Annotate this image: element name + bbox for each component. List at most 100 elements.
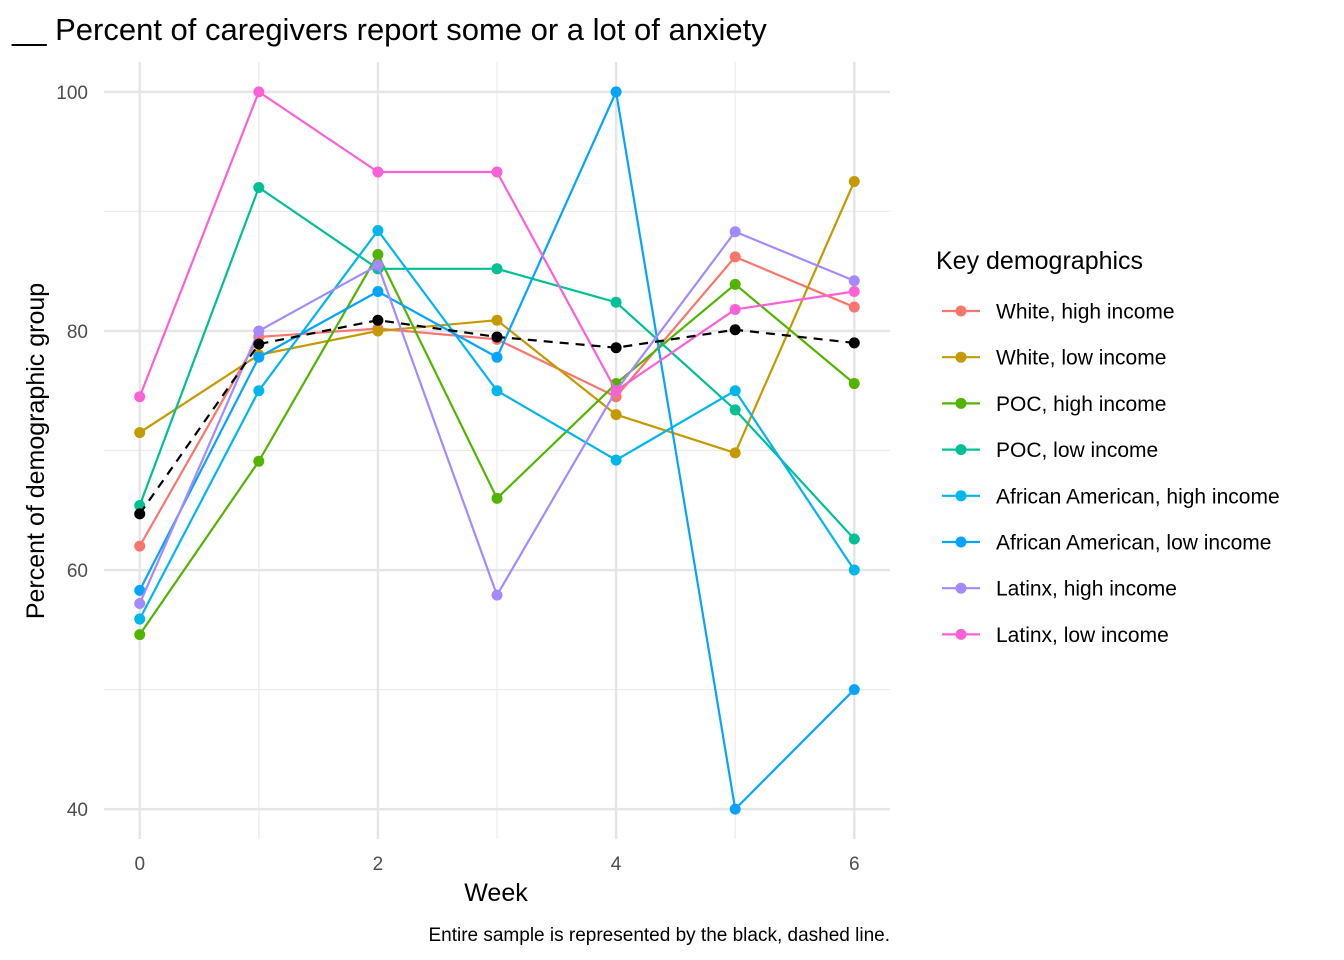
series — [134, 182, 860, 545]
data-point — [134, 540, 146, 552]
data-point — [372, 286, 384, 298]
series — [134, 86, 860, 815]
overall-point — [491, 331, 503, 343]
data-point — [134, 391, 146, 403]
data-point — [610, 296, 622, 308]
data-point — [848, 275, 860, 287]
legend-key-point — [955, 351, 967, 363]
legend-item: POC, high income — [942, 393, 1166, 416]
x-tick-label: 4 — [611, 854, 622, 875]
data-point — [729, 226, 741, 238]
series — [134, 225, 860, 625]
legend-key-point — [955, 444, 967, 456]
data-point — [491, 263, 503, 275]
data-point — [491, 314, 503, 326]
overall-point — [253, 338, 265, 350]
legend-label: POC, low income — [996, 439, 1158, 462]
data-point — [729, 404, 741, 416]
data-point — [253, 325, 265, 337]
x-axis-title: Week — [464, 879, 528, 907]
data-point — [848, 684, 860, 696]
data-point — [491, 351, 503, 363]
data-point — [372, 166, 384, 178]
data-point — [729, 803, 741, 815]
data-point — [253, 455, 265, 467]
legend-item: Latinx, high income — [942, 578, 1177, 601]
data-point — [729, 385, 741, 397]
data-point — [610, 385, 622, 397]
data-point — [253, 86, 265, 98]
data-point — [491, 492, 503, 504]
series — [134, 86, 860, 403]
data-point — [491, 385, 503, 397]
data-point — [134, 629, 146, 641]
series-layer — [134, 86, 860, 815]
data-point — [253, 351, 265, 363]
legend-label: Latinx, high income — [996, 578, 1177, 601]
data-point — [134, 598, 146, 610]
overall-point — [372, 314, 384, 326]
legend-key-point — [955, 305, 967, 317]
legend-label: African American, low income — [996, 532, 1271, 555]
data-point — [729, 447, 741, 459]
y-axis-ticks: 40 60 80 100 — [56, 83, 88, 821]
y-tick-label: 40 — [67, 800, 88, 821]
data-point — [848, 176, 860, 188]
data-point — [134, 584, 146, 596]
x-tick-label: 0 — [134, 854, 145, 875]
data-point — [848, 378, 860, 390]
x-tick-label: 6 — [849, 854, 860, 875]
legend-label: African American, high income — [996, 485, 1280, 508]
data-point — [610, 86, 622, 98]
overall-series — [134, 314, 860, 520]
legend-item: POC, low income — [942, 439, 1158, 462]
series — [134, 248, 860, 641]
y-axis-title: Percent of demographic group — [22, 283, 50, 619]
y-tick-label: 100 — [56, 83, 88, 104]
legend-item: Latinx, low income — [942, 624, 1169, 647]
legend-item: White, low income — [942, 347, 1166, 370]
legend-title: Key demographics — [936, 247, 1143, 275]
x-axis-ticks: 0 2 4 6 — [134, 854, 859, 875]
data-point — [491, 166, 503, 178]
data-point — [253, 182, 265, 194]
chart-title: __ Percent of caregivers report some or … — [11, 12, 767, 47]
overall-point — [848, 337, 860, 349]
legend-item: African American, low income — [942, 532, 1271, 555]
overall-point — [610, 342, 622, 354]
legend-key-point — [955, 582, 967, 594]
y-tick-label: 80 — [67, 322, 88, 343]
legend-key-point — [955, 628, 967, 640]
legend-key-point — [955, 536, 967, 548]
data-point — [729, 303, 741, 315]
legend-key-point — [955, 490, 967, 502]
legend-item: White, high income — [942, 301, 1175, 324]
legend-label: White, high income — [996, 301, 1175, 324]
data-point — [848, 301, 860, 313]
overall-point — [729, 324, 741, 336]
data-point — [491, 589, 503, 601]
legend: White, high income White, low income POC, … — [942, 301, 1280, 647]
legend-key-point — [955, 397, 967, 409]
data-point — [610, 409, 622, 421]
overall-point — [134, 508, 146, 520]
data-point — [729, 251, 741, 263]
x-tick-label: 2 — [373, 854, 384, 875]
data-point — [729, 278, 741, 290]
data-point — [253, 385, 265, 397]
legend-item: African American, high income — [942, 485, 1280, 508]
data-point — [372, 248, 384, 260]
y-tick-label: 60 — [67, 561, 88, 582]
data-point — [134, 613, 146, 625]
data-point — [134, 427, 146, 439]
data-point — [848, 286, 860, 298]
data-point — [848, 564, 860, 576]
legend-label: POC, high income — [996, 393, 1166, 416]
data-point — [610, 454, 622, 466]
legend-label: Latinx, low income — [996, 624, 1169, 647]
chart-caption: Entire sample is represented by the blac… — [428, 925, 890, 946]
data-point — [848, 533, 860, 545]
data-point — [372, 325, 384, 337]
data-point — [372, 259, 384, 271]
